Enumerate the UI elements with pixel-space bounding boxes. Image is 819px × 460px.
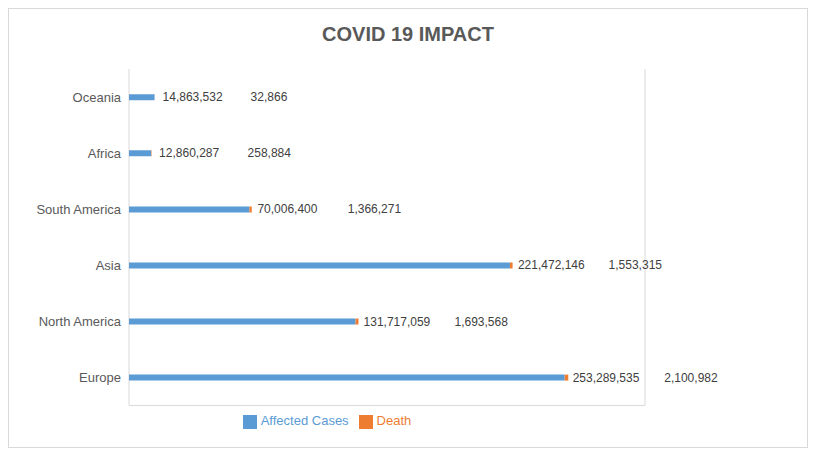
svg-text:131,717,059: 131,717,059 [364,315,431,329]
svg-text:2,100,982: 2,100,982 [664,371,718,385]
svg-text:253,289,535: 253,289,535 [573,371,640,385]
svg-text:North America: North America [39,314,122,329]
svg-text:Africa: Africa [88,146,122,161]
svg-text:South America: South America [36,202,121,217]
svg-text:70,006,400: 70,006,400 [257,202,317,216]
html-text:Affected Cases: Affected Cases [260,413,349,429]
svg-text:Asia: Asia [96,258,122,273]
html-text:Death: Death [376,413,412,429]
svg-text:Oceania: Oceania [73,90,122,105]
svg-text:258,884: 258,884 [248,146,292,160]
svg-text:1,553,315: 1,553,315 [609,258,663,272]
svg-text:14,863,532: 14,863,532 [163,90,223,104]
svg-text:221,472,146: 221,472,146 [518,258,585,272]
svg-text:32,866: 32,866 [251,90,288,104]
svg-text:12,860,287: 12,860,287 [159,146,219,160]
svg-text:Europe: Europe [79,370,121,385]
html-text:COVID 19 IMPACT: COVID 19 IMPACT [322,23,494,45]
svg-text:1,366,271: 1,366,271 [348,202,402,216]
svg-text:1,693,568: 1,693,568 [454,315,508,329]
